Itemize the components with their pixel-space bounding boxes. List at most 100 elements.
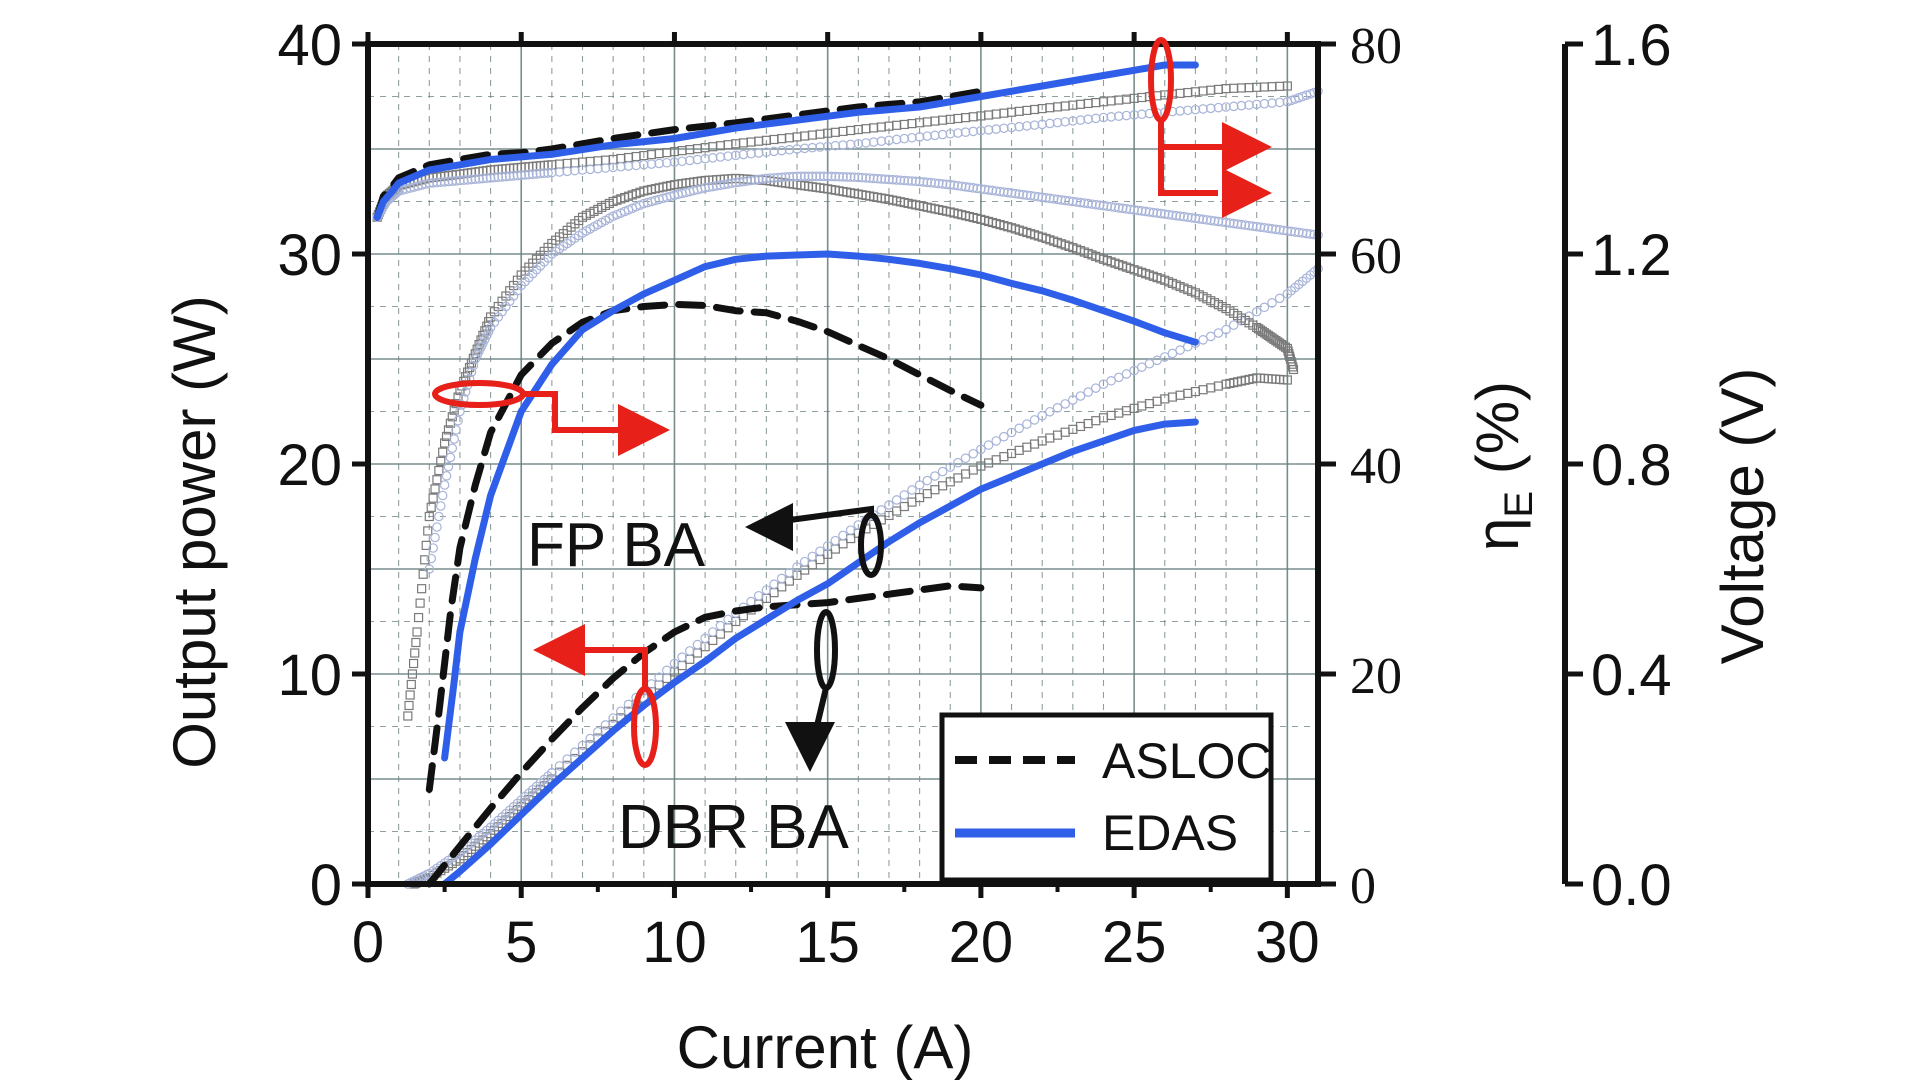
- data-point-circle: [1022, 121, 1032, 131]
- series-edas-power-line: [441, 418, 1199, 888]
- data-point-circle: [968, 126, 979, 137]
- data-point-square: [428, 493, 438, 503]
- data-point-circle: [895, 175, 906, 186]
- data-point-circle: [1244, 220, 1254, 231]
- data-point-circle: [838, 140, 848, 150]
- data-point-square: [413, 612, 424, 623]
- data-point-circle: [983, 125, 994, 135]
- data-point-circle: [1144, 358, 1155, 369]
- data-point-circle: [1213, 328, 1224, 338]
- data-point-circle: [1259, 222, 1270, 233]
- data-point-square: [1288, 364, 1299, 375]
- x-tick-label: 15: [795, 910, 860, 975]
- data-point-circle: [504, 171, 515, 182]
- data-point-square: [892, 506, 902, 516]
- data-point-circle: [991, 436, 1002, 446]
- data-point-square: [807, 560, 817, 570]
- data-point-square: [1282, 375, 1292, 385]
- data-point-circle: [830, 140, 841, 151]
- data-point-square: [1029, 439, 1040, 449]
- data-point-square: [420, 555, 430, 565]
- data-point-square: [677, 146, 687, 156]
- data-point-square: [769, 588, 779, 598]
- data-point-circle: [880, 174, 890, 184]
- annotation-layer: [432, 37, 1272, 772]
- data-point-circle: [1274, 293, 1285, 304]
- data-point-circle: [845, 139, 856, 150]
- data-point-square: [1288, 362, 1298, 372]
- data-point-circle: [1029, 120, 1040, 130]
- left-tick-label: 20: [277, 433, 342, 498]
- data-point-circle: [447, 176, 458, 186]
- data-point-circle: [937, 179, 948, 189]
- data-point-circle: [999, 187, 1009, 197]
- data-point-circle: [646, 159, 657, 169]
- data-point-square: [960, 113, 971, 123]
- mid-tick-label: 80: [1350, 18, 1402, 75]
- data-point-circle: [1171, 210, 1182, 221]
- data-point-circle: [914, 176, 925, 187]
- data-point-square: [991, 455, 1001, 465]
- data-point-square: [449, 405, 459, 415]
- data-point-square: [1244, 83, 1254, 93]
- data-point-circle: [1175, 106, 1185, 116]
- data-point-circle: [489, 172, 500, 183]
- data-point-circle: [1136, 206, 1147, 216]
- data-point-square: [662, 148, 672, 158]
- data-point-circle: [1006, 427, 1017, 438]
- data-point-square: [432, 475, 442, 485]
- data-point-square: [412, 627, 422, 637]
- data-point-square: [800, 565, 810, 575]
- data-point-circle: [953, 457, 963, 468]
- x-axis-title: Current (A): [677, 1014, 974, 1080]
- data-point-circle: [1102, 201, 1113, 212]
- data-point-circle: [1175, 211, 1185, 221]
- data-point-circle: [562, 166, 572, 177]
- data-point-square: [1106, 96, 1116, 106]
- series-asloc-efficiency-line: [425, 300, 985, 793]
- data-point-circle: [903, 175, 913, 186]
- data-point-circle: [1163, 209, 1174, 220]
- data-point-circle: [466, 174, 477, 185]
- data-point-circle: [453, 415, 463, 426]
- data-point-square: [1259, 82, 1269, 92]
- data-point-circle: [746, 148, 756, 159]
- data-point-circle: [554, 761, 565, 771]
- data-point-circle: [608, 162, 618, 173]
- data-point-circle: [884, 135, 894, 146]
- arrow-voltage-head-1: [1222, 122, 1272, 172]
- data-point-circle: [769, 146, 779, 157]
- data-point-square: [777, 134, 787, 144]
- arrow-power-line: [585, 647, 648, 690]
- data-point-circle: [960, 182, 971, 192]
- data-point-square: [430, 484, 440, 494]
- data-point-circle: [460, 387, 471, 397]
- data-point-circle: [451, 176, 461, 186]
- data-point-circle: [1190, 213, 1201, 224]
- data-point-square: [1287, 359, 1297, 369]
- data-point-circle: [462, 175, 473, 185]
- arrow-fp-ba-line: [789, 505, 874, 523]
- data-point-circle: [945, 128, 956, 139]
- data-point-circle: [884, 500, 894, 510]
- data-point-circle: [987, 185, 998, 196]
- data-point-circle: [1022, 190, 1032, 200]
- data-point-circle: [1159, 352, 1170, 362]
- data-point-circle: [1106, 201, 1116, 212]
- data-point-square: [922, 489, 932, 499]
- data-point-circle: [853, 172, 864, 183]
- data-point-circle: [887, 174, 898, 185]
- data-point-circle: [1014, 121, 1025, 132]
- data-point-circle: [1152, 208, 1162, 218]
- data-point-square: [1022, 442, 1032, 452]
- data-point-circle: [937, 129, 948, 140]
- data-point-circle: [979, 184, 990, 195]
- data-point-circle: [554, 167, 565, 177]
- data-point-circle: [1083, 387, 1093, 397]
- data-point-circle: [443, 176, 454, 187]
- data-point-circle: [727, 178, 737, 189]
- data-point-square: [968, 465, 978, 475]
- data-point-circle: [1037, 119, 1047, 130]
- data-point-circle: [449, 434, 459, 444]
- data-point-circle: [1213, 102, 1224, 113]
